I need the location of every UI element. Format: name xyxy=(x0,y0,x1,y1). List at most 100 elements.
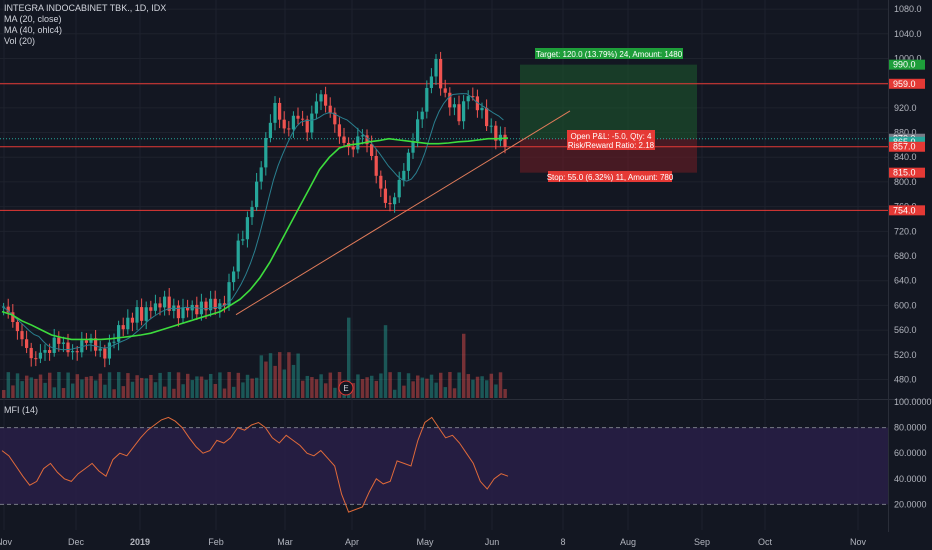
candle-body xyxy=(360,135,365,137)
candle-body xyxy=(356,136,360,150)
volume-bar xyxy=(38,374,43,398)
candle-body xyxy=(163,296,167,308)
candle-body xyxy=(393,197,397,205)
candle-body xyxy=(291,115,296,130)
candle-body xyxy=(71,351,75,353)
open-pl-label: Open P&L: -5.0, Qty: 4 xyxy=(571,132,652,141)
candle-body xyxy=(457,104,461,122)
candle-body xyxy=(489,125,493,127)
mfi-tick-label: 20.0000 xyxy=(894,499,927,509)
volume-bar xyxy=(245,374,250,398)
volume-bar xyxy=(149,374,153,398)
volume-bar xyxy=(25,375,29,398)
volume-bar xyxy=(268,353,273,398)
volume-bar xyxy=(29,377,34,398)
candle-body xyxy=(485,107,489,127)
price-tag xyxy=(889,167,925,178)
volume-bar xyxy=(158,372,162,398)
candle-body xyxy=(443,88,447,93)
volume-bar xyxy=(140,377,144,398)
price-tag-label: 857.0 xyxy=(893,142,916,152)
candle-body xyxy=(20,331,24,340)
volume-bar xyxy=(43,382,47,398)
volume-bar xyxy=(489,373,494,398)
candle-body xyxy=(38,352,43,359)
candle-body xyxy=(402,170,406,180)
price-tick-label: 560.0 xyxy=(894,325,917,335)
price-tag-label: 815.0 xyxy=(893,168,916,178)
volume-bar xyxy=(172,388,176,398)
candle-body xyxy=(61,342,66,344)
volume-bar xyxy=(365,377,369,398)
volume-bar xyxy=(420,377,425,398)
mfi-tick-label: 100.0000 xyxy=(894,397,932,407)
volume-bar xyxy=(416,375,420,398)
candle-body xyxy=(121,325,125,330)
volume-bar xyxy=(117,372,121,398)
volume-bar xyxy=(144,378,149,398)
candle-body xyxy=(222,303,227,306)
mfi-tick-label: 40.0000 xyxy=(894,474,927,484)
volume-bar xyxy=(471,379,475,398)
volume-bar xyxy=(61,388,66,398)
price-tag xyxy=(889,59,925,70)
volume-bar xyxy=(126,373,130,398)
volume-bar xyxy=(480,376,484,398)
chart-legend: INTEGRA INDOCABINET TBK., 1D, IDX MA (20… xyxy=(4,3,166,47)
volume-bar xyxy=(80,379,84,398)
volume-bar xyxy=(75,374,80,398)
price-tick-label: 1040.0 xyxy=(894,29,922,39)
candle-body xyxy=(75,351,79,353)
price-tick-label: 640.0 xyxy=(894,276,917,286)
candle-body xyxy=(103,348,107,359)
volume-bar xyxy=(498,372,503,398)
volume-bar xyxy=(218,372,222,398)
volume-bar xyxy=(259,355,264,398)
mfi-tick-label: 80.0000 xyxy=(894,423,927,433)
volume-bar xyxy=(411,381,415,398)
candle-body xyxy=(370,144,374,156)
volume-bar xyxy=(84,376,89,398)
volume-bar xyxy=(462,333,466,398)
candle-body xyxy=(379,175,383,189)
candle-body xyxy=(310,113,314,133)
candle-body xyxy=(411,141,415,153)
volume-bar xyxy=(278,352,282,398)
candle-body xyxy=(15,322,20,332)
candle-body xyxy=(140,307,144,321)
price-tag-label: 990.0 xyxy=(893,60,916,70)
candle-body xyxy=(107,342,112,359)
price-tick-label: 600.0 xyxy=(894,300,917,310)
price-tick-label: 1000.0 xyxy=(894,53,922,63)
volume-bar xyxy=(356,374,360,398)
price-tag xyxy=(889,141,925,152)
volume-bar xyxy=(186,373,190,398)
candle-body xyxy=(25,339,29,348)
volume-bar xyxy=(494,384,498,398)
volume-bar xyxy=(310,377,314,398)
time-tick-label: Apr xyxy=(345,537,359,547)
candle-body xyxy=(429,76,434,88)
candle-body xyxy=(130,317,135,323)
volume-bar xyxy=(273,365,277,398)
volume-bar xyxy=(296,353,300,398)
price-tick-label: 880.0 xyxy=(894,128,917,138)
candle-body xyxy=(406,152,411,171)
candle-body xyxy=(333,112,337,125)
mfi-tick-label: 60.0000 xyxy=(894,448,927,458)
volume-bar xyxy=(15,373,20,398)
time-tick-label: Aug xyxy=(620,537,636,547)
candle-body xyxy=(388,202,392,205)
time-tick-label: Nov xyxy=(850,537,867,547)
candle-body xyxy=(98,348,102,351)
candle-body xyxy=(48,350,52,353)
time-tick-label: 2019 xyxy=(130,537,150,547)
candle-body xyxy=(89,338,93,343)
time-tick-label: Oct xyxy=(758,537,773,547)
legend-ma40: MA (40, ohlc4) xyxy=(4,25,63,35)
stop-label-box xyxy=(548,171,672,182)
candle-body xyxy=(498,134,503,141)
price-tick-label: 680.0 xyxy=(894,251,917,261)
candle-body xyxy=(439,59,443,89)
